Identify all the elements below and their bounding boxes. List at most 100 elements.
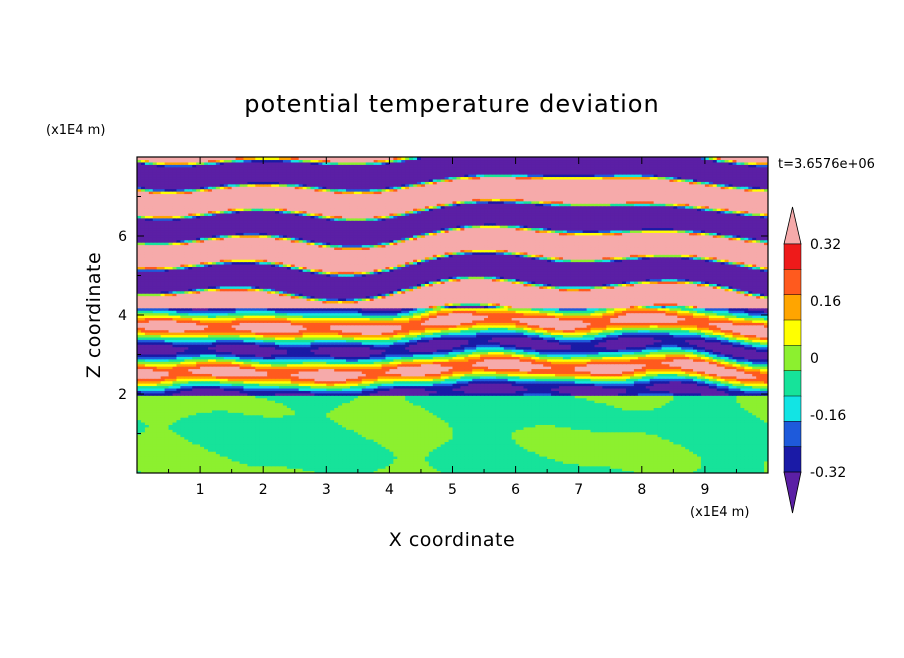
field-cell (338, 436, 343, 440)
field-cell (740, 446, 745, 450)
field-cell (140, 426, 146, 430)
field-cell (503, 458, 509, 462)
field-cell (361, 421, 367, 425)
field-cell (570, 448, 576, 452)
field-cell (298, 455, 304, 460)
field-cell (389, 426, 394, 430)
field-cell (633, 470, 639, 473)
field-cell (164, 431, 170, 435)
field-cell (685, 453, 690, 457)
field-cell (570, 419, 576, 423)
field-cell (752, 419, 757, 423)
field-cell (200, 465, 205, 469)
field-cell (736, 436, 741, 440)
field-cell (164, 470, 170, 473)
field-cell (551, 458, 556, 462)
field-cell (484, 414, 489, 418)
field-cell (239, 470, 245, 473)
field-cell (503, 429, 509, 433)
field-cell (172, 470, 178, 473)
field-cell (188, 421, 193, 425)
field-cell (740, 434, 745, 438)
field-cell (156, 426, 162, 430)
field-cell (574, 431, 580, 435)
field-cell (215, 431, 221, 435)
field-cell (531, 429, 536, 433)
field-cell (756, 455, 761, 460)
field-cell (558, 419, 564, 423)
field-cell (357, 470, 363, 473)
field-cell (626, 421, 631, 425)
field-cell (152, 421, 158, 425)
field-cell (700, 431, 706, 435)
field-cell (227, 419, 233, 423)
field-cell (673, 446, 678, 450)
field-cell (606, 438, 611, 442)
field-cell (290, 470, 296, 473)
field-cell (677, 465, 682, 469)
field-cell (349, 448, 355, 452)
field-cell (397, 460, 402, 464)
field-cell (413, 438, 418, 442)
field-cell (633, 468, 639, 472)
field-cell (286, 458, 292, 462)
field-cell (460, 434, 465, 438)
field-cell (681, 443, 686, 447)
field-cell (551, 446, 556, 450)
field-cell (334, 419, 339, 423)
field-cell (365, 441, 371, 445)
field-cell (420, 455, 426, 460)
field-cell (436, 453, 442, 457)
field-cell (436, 434, 442, 438)
field-cell (353, 465, 359, 469)
field-cell (282, 426, 288, 430)
field-cell (389, 436, 394, 440)
field-cell (365, 463, 371, 467)
field-cell (673, 417, 678, 421)
field-cell (452, 470, 458, 473)
field-cell (409, 460, 414, 464)
field-cell (302, 429, 308, 433)
field-cell (574, 470, 580, 473)
field-cell (342, 419, 347, 423)
field-cell (389, 443, 394, 447)
field-cell (413, 424, 418, 428)
field-cell (547, 438, 552, 442)
field-cell (598, 455, 603, 460)
field-cell (401, 431, 406, 435)
field-cell (172, 465, 178, 469)
field-cell (448, 421, 454, 425)
field-cell (472, 446, 477, 450)
field-cell (393, 455, 398, 460)
field-cell (539, 463, 544, 467)
field-cell (570, 424, 576, 428)
field-cell (286, 436, 292, 440)
field-cell (515, 436, 521, 440)
field-cell (389, 438, 394, 442)
field-cell (184, 417, 189, 421)
field-cell (385, 443, 390, 447)
field-cell (495, 426, 501, 430)
field-cell (626, 465, 631, 469)
field-cell (330, 468, 335, 472)
field-cell (499, 470, 505, 473)
field-cell (247, 453, 252, 457)
field-cell (397, 458, 402, 462)
field-cell (286, 448, 292, 452)
field-cell (476, 455, 481, 460)
field-cell (231, 429, 237, 433)
field-cell (432, 460, 438, 464)
field-cell (326, 436, 331, 440)
field-cell (243, 414, 249, 418)
field-cell (247, 458, 252, 462)
field-cell (622, 436, 627, 440)
field-cell (184, 448, 189, 452)
field-cell (263, 434, 268, 438)
field-cell (499, 414, 505, 418)
field-cell (207, 446, 213, 450)
field-cell (629, 458, 635, 462)
field-cell (499, 451, 505, 455)
field-cell (349, 431, 355, 435)
field-cell (515, 448, 521, 452)
